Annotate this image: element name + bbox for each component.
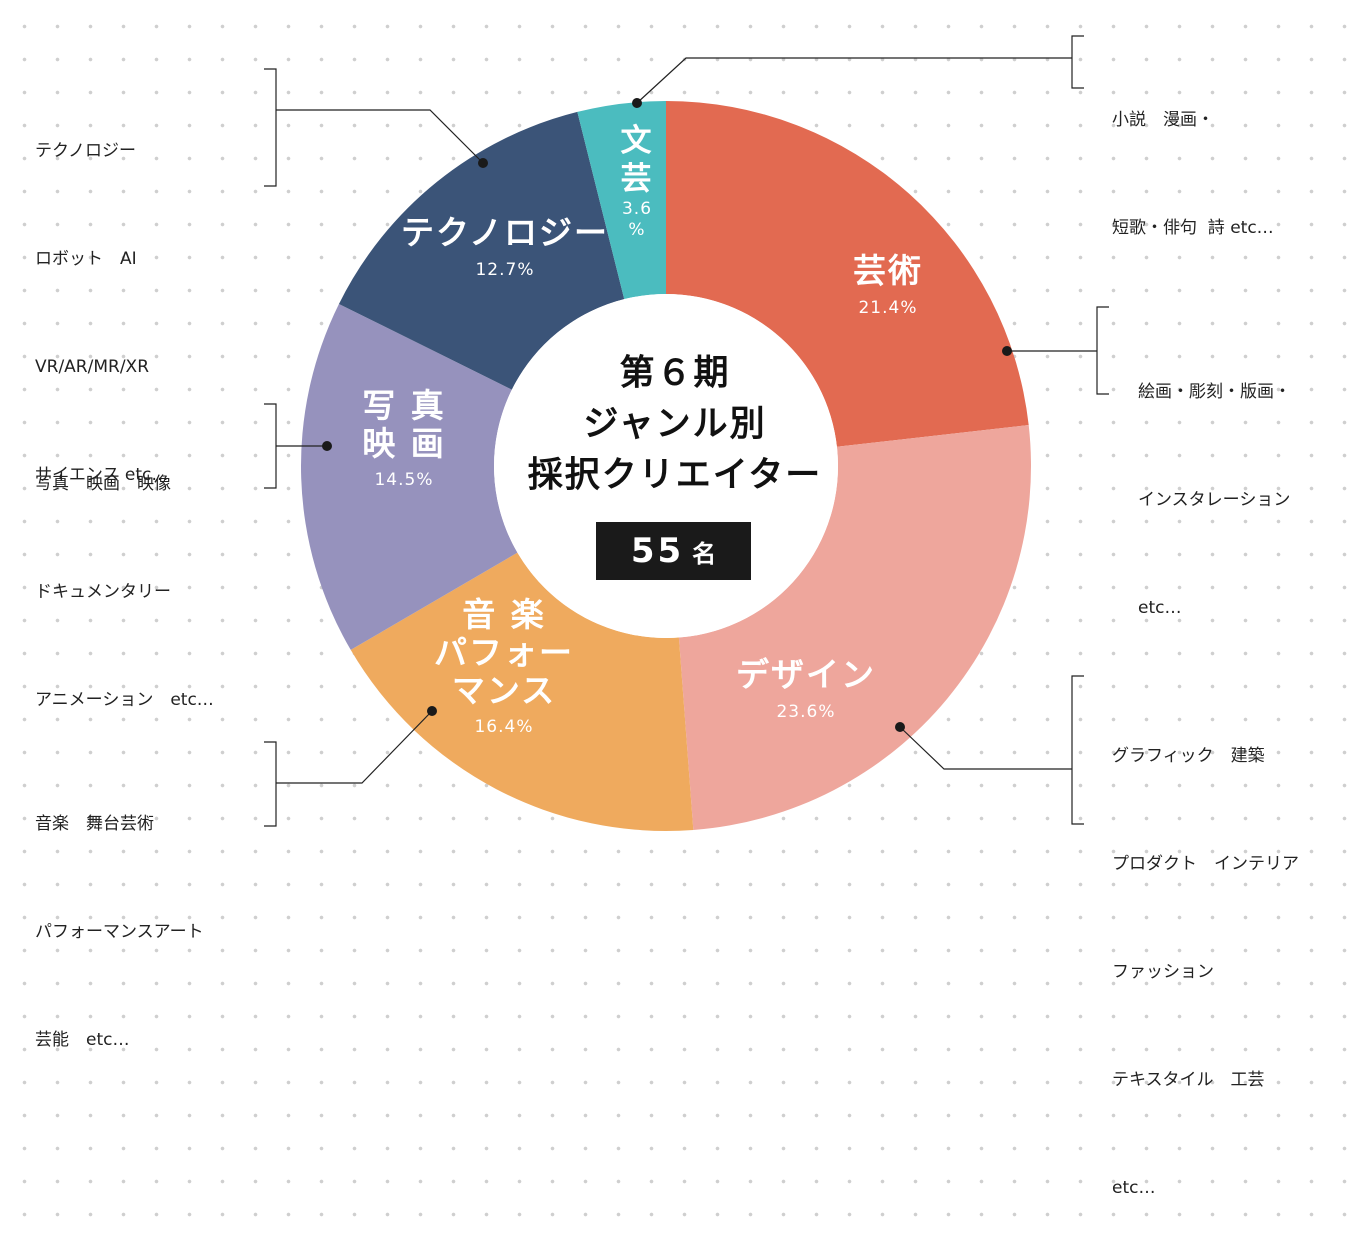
- examples-literature: 小説 漫画・ 短歌・俳句 詩 etc…: [1112, 30, 1274, 282]
- callout-bracket-tech: [264, 68, 277, 187]
- example-line: パフォーマンスアート: [35, 922, 204, 942]
- callout-line-tech: [276, 109, 484, 164]
- example-line: etc…: [1138, 598, 1182, 618]
- example-line: プロダクト インテリア: [1112, 854, 1299, 874]
- callout-line-music: [276, 710, 433, 784]
- example-line: etc…: [1112, 1178, 1156, 1198]
- callout-dot-design: [895, 722, 905, 732]
- slice-name-music-2: パフォー: [434, 633, 574, 672]
- slice-name-music-1: 音 楽: [462, 595, 546, 634]
- callout-bracket-design: [1071, 675, 1084, 825]
- callout-dot-photo: [322, 441, 332, 451]
- callout-line-literature: [636, 57, 1072, 104]
- example-line: 絵画・彫刻・版画・: [1138, 382, 1291, 402]
- example-line: 短歌・俳句 詩 etc…: [1112, 218, 1274, 238]
- slice-label-design: デザイン 23.6%: [736, 655, 876, 725]
- donut-slice-art: [666, 101, 1029, 447]
- example-line: テキスタイル 工芸: [1112, 1070, 1265, 1090]
- slice-label-music: 音 楽 パフォー マンス 16.4%: [434, 596, 574, 740]
- total-count: 55: [630, 531, 685, 571]
- center-title-line-3: 採択クリエイター: [527, 455, 823, 496]
- callout-dot-art: [1002, 346, 1012, 356]
- slice-pct-literature-2: %: [628, 220, 646, 240]
- callout-bracket-photo: [264, 403, 277, 489]
- center-title-line-2: ジャンル別: [583, 404, 767, 445]
- example-line: ドキュメンタリー: [35, 582, 171, 602]
- slice-pct-music: 16.4%: [474, 717, 534, 737]
- example-line: ロボット AI: [35, 249, 137, 269]
- callout-dot-tech: [478, 158, 488, 168]
- example-line: ファッション: [1112, 962, 1214, 982]
- examples-tech: テクノロジー ロボット AI VR/AR/MR/XR サイエンス etc…: [35, 61, 168, 529]
- slice-pct-tech: 12.7%: [475, 260, 535, 280]
- center-title: 第６期 ジャンル別 採択クリエイター: [528, 349, 823, 502]
- donut-slice-tech: [338, 111, 625, 390]
- examples-photo: 写真 映画 映像 ドキュメンタリー アニメーション etc…: [35, 394, 214, 754]
- example-line: 写真 映画 映像: [35, 474, 171, 494]
- slice-name-literature-1: 文: [620, 123, 654, 159]
- callout-bracket-literature: [1071, 35, 1084, 89]
- slice-label-art: 芸術 21.4%: [853, 251, 923, 321]
- examples-design: グラフィック 建築 プロダクト インテリア ファッション テキスタイル 工芸 e…: [1112, 666, 1299, 1242]
- callout-bracket-art: [1096, 306, 1109, 395]
- total-unit: 名: [692, 539, 717, 568]
- callout-dot-music: [427, 706, 437, 716]
- slice-name-design: デザイン: [736, 655, 876, 694]
- center-title-line-1: 第６期: [619, 353, 731, 394]
- slice-pct-photo: 14.5%: [374, 470, 434, 490]
- example-line: アニメーション etc…: [35, 690, 214, 710]
- example-line: グラフィック 建築: [1112, 746, 1265, 766]
- slice-label-photo: 写 真 映 画 14.5%: [362, 387, 446, 493]
- donut-slice-music: [350, 552, 694, 831]
- slice-name-photo-1: 写 真: [362, 386, 446, 425]
- slice-name-tech: テクノロジー: [400, 213, 610, 252]
- example-line: 小説 漫画・: [1112, 110, 1214, 130]
- example-line: サイエンス etc…: [35, 465, 169, 485]
- slice-name-literature-2: 芸: [620, 161, 654, 197]
- donut-hole: [494, 294, 838, 638]
- slice-name-art: 芸術: [853, 251, 923, 290]
- slice-pct-art: 21.4%: [858, 298, 918, 318]
- donut-chart: [264, 35, 1109, 831]
- slice-pct-literature-1: 3.6: [621, 199, 653, 219]
- callout-dot-literature: [632, 98, 642, 108]
- example-line: テクノロジー: [35, 141, 136, 161]
- donut-slice-literature: [577, 101, 666, 300]
- example-line: VR/AR/MR/XR: [35, 357, 150, 377]
- callout-line-design: [899, 726, 1072, 770]
- slice-label-literature: 文 芸 3.6 %: [621, 122, 654, 240]
- total-count-badge: 55 名: [596, 522, 751, 580]
- slice-label-tech: テクノロジー 12.7%: [401, 213, 609, 283]
- donut-slice-design: [678, 425, 1031, 830]
- examples-music: 音楽 舞台芸術 パフォーマンスアート 芸能 etc…: [35, 734, 204, 1094]
- example-line: インスタレーション: [1138, 490, 1291, 510]
- slice-pct-design: 23.6%: [776, 702, 836, 722]
- example-line: 芸能 etc…: [35, 1030, 130, 1050]
- callout-bracket-music: [264, 741, 277, 827]
- donut-slice-photo: [301, 303, 518, 650]
- slice-name-photo-2: 映 画: [362, 424, 446, 463]
- example-line: 音楽 舞台芸術: [35, 814, 154, 834]
- examples-art: 絵画・彫刻・版画・ インスタレーション etc…: [1138, 302, 1291, 662]
- slice-name-music-3: マンス: [451, 671, 557, 710]
